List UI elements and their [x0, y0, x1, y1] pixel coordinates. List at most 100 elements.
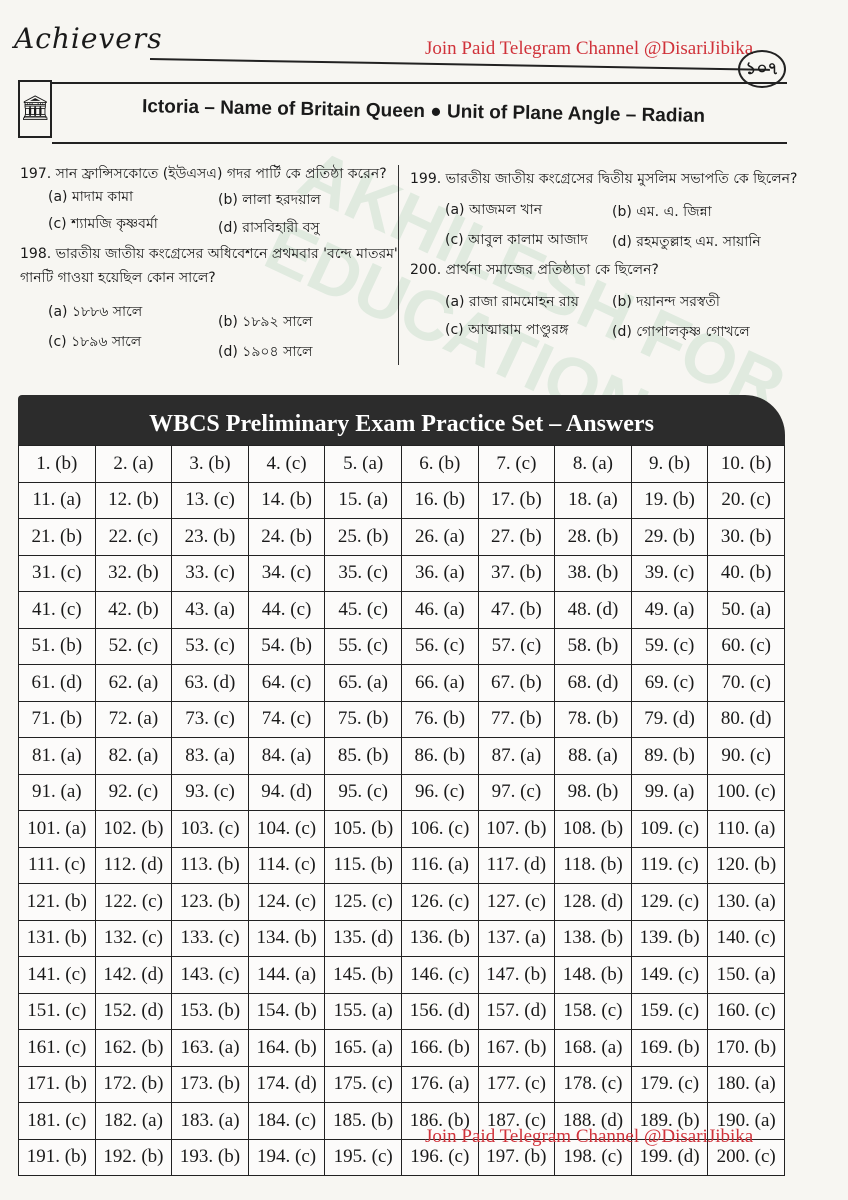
answer-cell: 64. (c) — [247, 664, 326, 702]
answer-cell: 185. (b) — [324, 1102, 402, 1140]
answer-cell: 78. (b) — [554, 700, 632, 738]
option: (c) আত্মারাম পাণ্ডুরঙ্গ — [445, 322, 569, 338]
answer-cell: 24. (b) — [247, 518, 326, 556]
column-divider — [398, 165, 399, 365]
answer-cell: 156. (d) — [400, 992, 479, 1030]
answer-cell: 119. (c) — [630, 846, 709, 884]
answer-cell: 176. (a) — [400, 1065, 479, 1103]
answer-cell: 150. (a) — [707, 956, 785, 994]
question-number: 197. — [20, 166, 52, 182]
answer-cell: 10. (b) — [707, 445, 785, 483]
answer-cell: 56. (c) — [400, 627, 479, 665]
answer-cell: 12. (b) — [94, 481, 173, 519]
answer-cell: 168. (a) — [554, 1029, 632, 1067]
answer-cell: 101. (a) — [18, 810, 96, 848]
answer-cell: 29. (b) — [630, 518, 709, 556]
answer-cell: 165. (a) — [324, 1029, 402, 1067]
answer-cell: 127. (c) — [477, 883, 556, 921]
table-row: 161. (c) 162. (b) 163. (a) 164. (b) 165. (a)… — [18, 1029, 785, 1067]
answer-cell: 135. (d) — [324, 919, 402, 957]
option: (d) ১৯০৪ সালে — [218, 344, 313, 360]
answer-cell: 148. (b) — [554, 956, 632, 994]
brand-logo: Achievers — [14, 22, 163, 55]
answer-cell: 120. (b) — [707, 846, 785, 884]
answer-cell: 69. (c) — [630, 664, 709, 702]
answer-cell: 9. (b) — [630, 445, 709, 483]
answer-cell: 35. (c) — [324, 554, 402, 592]
answer-cell: 106. (c) — [400, 810, 479, 848]
question-199: 199. ভারতীয় জাতীয় কংগ্রেসের দ্বিতীয় ম… — [410, 167, 830, 191]
answer-cell: 166. (b) — [400, 1029, 479, 1067]
answer-cell: 70. (c) — [707, 664, 785, 702]
answer-cell: 58. (b) — [554, 627, 632, 665]
answer-cell: 194. (c) — [247, 1138, 326, 1176]
table-row: 171. (b) 172. (b) 173. (b) 174. (d) 175. (c)… — [18, 1065, 785, 1103]
answer-cell: 28. (b) — [554, 518, 632, 556]
answer-cell: 153. (b) — [171, 992, 249, 1030]
answers-table: 1. (b) 2. (a) 3. (b) 4. (c) 5. (a) 6. (b) 7. (… — [18, 445, 785, 1176]
answer-cell: 117. (d) — [477, 846, 556, 884]
table-row: 131. (b) 132. (c) 133. (c) 134. (b) 135. (d)… — [18, 919, 785, 957]
answer-cell: 160. (c) — [707, 992, 785, 1030]
option: (a) ১৮৮৬ সালে — [48, 304, 143, 320]
answer-cell: 27. (b) — [477, 518, 556, 556]
answer-cell: 124. (c) — [247, 883, 326, 921]
answer-cell: 20. (c) — [707, 481, 785, 519]
answer-cell: 89. (b) — [630, 737, 709, 775]
answer-cell: 77. (b) — [477, 700, 556, 738]
option: (b) এম. এ. জিন্না — [612, 204, 712, 220]
answer-cell: 152. (d) — [94, 992, 173, 1030]
answer-cell: 133. (c) — [171, 919, 249, 957]
answer-cell: 32. (b) — [94, 554, 173, 592]
answer-cell: 131. (b) — [18, 919, 96, 957]
answer-cell: 195. (c) — [324, 1138, 402, 1176]
answer-cell: 44. (c) — [247, 591, 326, 629]
answer-cell: 149. (c) — [630, 956, 709, 994]
answer-cell: 95. (c) — [324, 773, 402, 811]
answer-cell: 53. (c) — [171, 627, 249, 665]
answer-cell: 146. (c) — [400, 956, 479, 994]
answer-cell: 49. (a) — [630, 591, 709, 629]
option: (c) আবুল কালাম আজাদ — [445, 232, 588, 248]
answer-cell: 16. (b) — [400, 481, 479, 519]
answer-cell: 34. (c) — [247, 554, 326, 592]
answer-cell: 76. (b) — [400, 700, 479, 738]
answer-cell: 142. (d) — [94, 956, 173, 994]
answer-cell: 7. (c) — [477, 445, 556, 483]
question-198: 198. ভারতীয় জাতীয় কংগ্রেসের অধিবেশনে প… — [20, 242, 400, 290]
answer-cell: 45. (c) — [324, 591, 402, 629]
table-row: 181. (c) 182. (a) 183. (a) 184. (c) 185. (b)… — [18, 1102, 785, 1140]
answer-cell: 129. (c) — [630, 883, 709, 921]
table-row: 141. (c) 142. (d) 143. (c) 144. (a) 145. (b)… — [18, 956, 785, 994]
answer-cell: 62. (a) — [94, 664, 173, 702]
option: (d) গোপালকৃষ্ণ গোখলে — [612, 324, 750, 340]
answer-cell: 118. (b) — [554, 846, 632, 884]
table-row: 121. (b) 122. (c) 123. (b) 124. (c) 125. (c)… — [18, 883, 785, 921]
answer-cell: 80. (d) — [707, 700, 785, 738]
table-row: 81. (a) 82. (a) 83. (a) 84. (a) 85. (b) 86. (… — [18, 737, 785, 775]
answer-cell: 134. (b) — [247, 919, 326, 957]
answer-cell: 51. (b) — [18, 627, 96, 665]
answer-cell: 180. (a) — [707, 1065, 785, 1103]
answer-cell: 72. (a) — [94, 700, 173, 738]
answer-cell: 11. (a) — [18, 481, 96, 519]
answer-cell: 43. (a) — [171, 591, 249, 629]
answer-cell: 13. (c) — [171, 481, 249, 519]
answer-cell: 187. (c) — [477, 1102, 556, 1140]
answer-cell: 65. (a) — [324, 664, 402, 702]
question-197: 197. সান ফ্রান্সিসকোতে (ইউএসএ) গদর পার্ট… — [20, 162, 400, 186]
answer-cell: 116. (a) — [400, 846, 479, 884]
answer-cell: 144. (a) — [247, 956, 326, 994]
answer-cell: 59. (c) — [630, 627, 709, 665]
answer-cell: 94. (d) — [247, 773, 326, 811]
answer-cell: 192. (b) — [94, 1138, 173, 1176]
answer-cell: 132. (c) — [94, 919, 173, 957]
answer-cell: 52. (c) — [94, 627, 173, 665]
answer-cell: 36. (a) — [400, 554, 479, 592]
answer-cell: 17. (b) — [477, 481, 556, 519]
answer-cell: 178. (c) — [554, 1065, 632, 1103]
answer-cell: 19. (b) — [630, 481, 709, 519]
answer-cell: 88. (a) — [554, 737, 632, 775]
option: (d) রাসবিহারী বসু — [218, 220, 320, 236]
table-row: 91. (a) 92. (c) 93. (c) 94. (d) 95. (c) 96. (… — [18, 773, 785, 811]
